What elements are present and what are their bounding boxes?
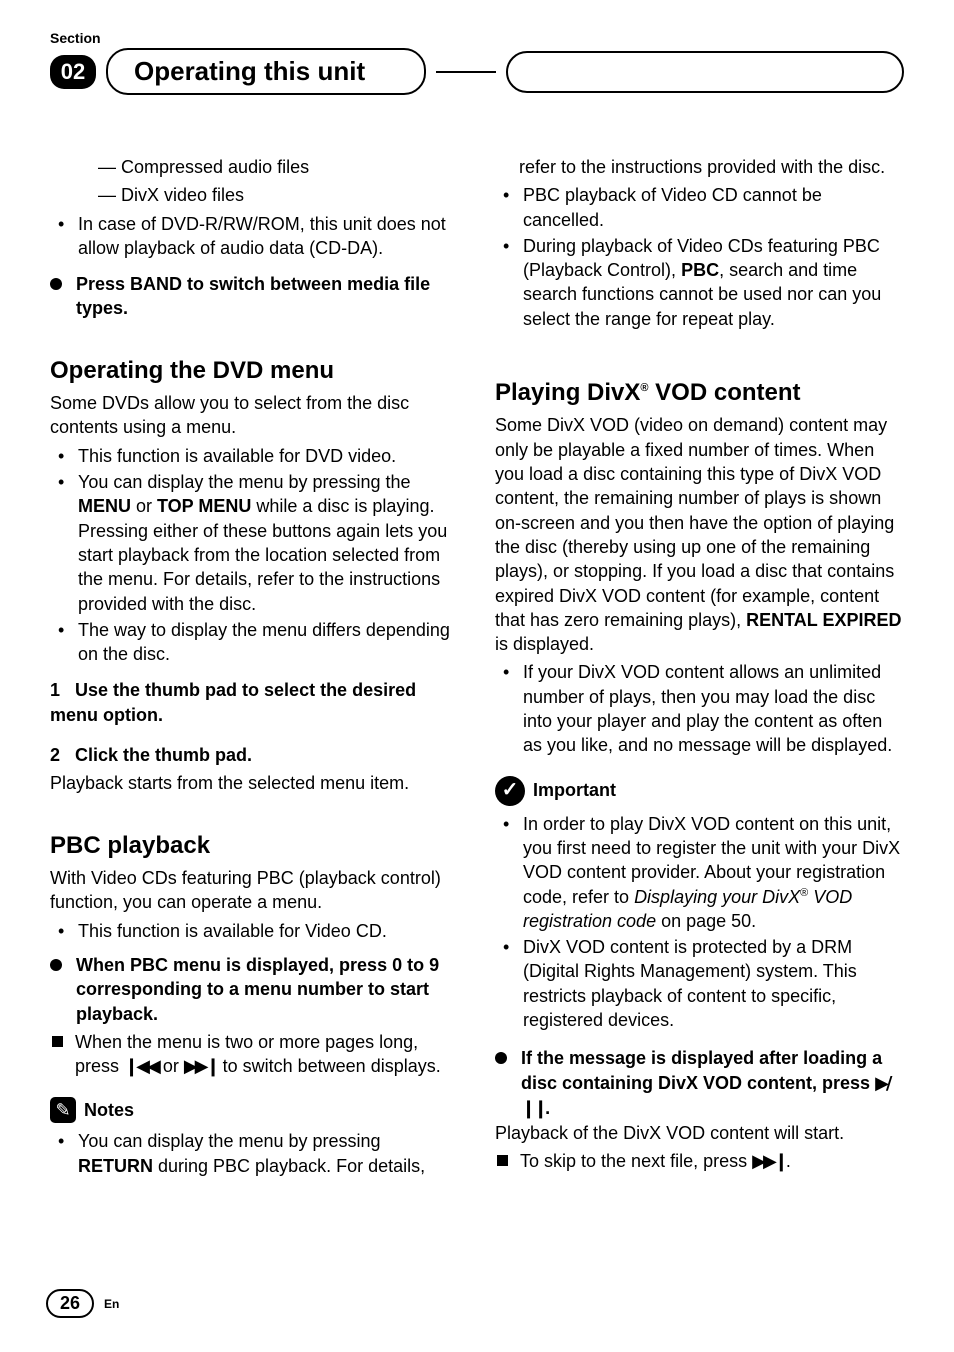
step-1: 1 Use the thumb pad to select the desire… bbox=[50, 678, 459, 727]
header-row: 02 Operating this unit bbox=[50, 48, 904, 95]
text: Playing DivX bbox=[495, 379, 640, 406]
important-header: ✓ Important bbox=[495, 776, 904, 806]
bullet-icon bbox=[50, 959, 62, 971]
step-2-after: Playback starts from the selected menu i… bbox=[50, 771, 459, 795]
text: Some DivX VOD (video on demand) content … bbox=[495, 415, 894, 629]
text: during PBC playback. For details, bbox=[153, 1156, 425, 1176]
section-number-badge: 02 bbox=[50, 55, 96, 89]
text: or bbox=[158, 1056, 184, 1076]
heading-dvd-menu: Operating the DVD menu bbox=[50, 355, 459, 387]
content-columns: — Compressed audio files — DivX video fi… bbox=[50, 155, 904, 1186]
text: to switch between displays. bbox=[218, 1056, 441, 1076]
text: is displayed. bbox=[495, 634, 594, 654]
step-text: Click the thumb pad. bbox=[75, 745, 252, 765]
text: You can display the menu by pressing bbox=[78, 1131, 381, 1151]
divx-bullets: If your DivX VOD content allows an unlim… bbox=[495, 660, 904, 757]
list-item: You can display the menu by pressing RET… bbox=[50, 1129, 459, 1178]
pbc-step: When PBC menu is displayed, press 0 to 9… bbox=[50, 953, 459, 1026]
left-column: — Compressed audio files — DivX video fi… bbox=[50, 155, 459, 1186]
list-item: This function is available for DVD video… bbox=[50, 444, 459, 468]
section-label: Section bbox=[50, 30, 904, 46]
notes-label: Notes bbox=[84, 1098, 134, 1122]
heading-pbc: PBC playback bbox=[50, 830, 459, 862]
bullet-icon bbox=[495, 1052, 507, 1064]
intro-line: — Compressed audio files bbox=[50, 155, 459, 179]
step-text: Use the thumb pad to select the desired … bbox=[50, 680, 416, 724]
intro-line: — DivX video files bbox=[50, 183, 459, 207]
next-track-icon: ▶▶❙ bbox=[184, 1056, 218, 1077]
list-item: If your DivX VOD content allows an unlim… bbox=[495, 660, 904, 757]
pbc-bullets: This function is available for Video CD. bbox=[50, 919, 459, 943]
list-item: The way to display the menu differs depe… bbox=[50, 618, 459, 667]
text: VOD content bbox=[649, 379, 801, 406]
empty-pill bbox=[506, 51, 904, 93]
page-header: Section 02 Operating this unit bbox=[50, 30, 904, 95]
text: Displaying your DivX bbox=[634, 887, 800, 907]
list-item: DivX VOD content is protected by a DRM (… bbox=[495, 935, 904, 1032]
dvd-intro: Some DVDs allow you to select from the d… bbox=[50, 391, 459, 440]
text: To skip to the next file, press bbox=[520, 1151, 752, 1171]
step-text: When PBC menu is displayed, press 0 to 9… bbox=[76, 953, 459, 1026]
list-item: During playback of Video CDs featuring P… bbox=[495, 234, 904, 331]
list-item: This function is available for Video CD. bbox=[50, 919, 459, 943]
important-label: Important bbox=[533, 778, 616, 802]
divider-line bbox=[436, 71, 496, 73]
list-item: In case of DVD-R/RW/ROM, this unit does … bbox=[50, 212, 459, 261]
dvd-bullets: This function is available for DVD video… bbox=[50, 444, 459, 667]
step-2: 2 Click the thumb pad. bbox=[50, 743, 459, 767]
notes-header: ✎ Notes bbox=[50, 1097, 459, 1123]
next-track-icon: ▶▶❙ bbox=[752, 1151, 786, 1172]
step-band: Press BAND to switch between media file … bbox=[50, 272, 459, 321]
prev-track-icon: ❙◀◀ bbox=[124, 1056, 158, 1077]
list-item: PBC playback of Video CD cannot be cance… bbox=[495, 183, 904, 232]
text: RETURN bbox=[78, 1156, 153, 1176]
step-num: 1 bbox=[50, 680, 60, 700]
step-text: If the message is displayed after loadin… bbox=[521, 1046, 904, 1121]
pbc-square-note: When the menu is two or more pages long,… bbox=[50, 1030, 459, 1080]
text: If the message is displayed after loadin… bbox=[521, 1048, 882, 1092]
step-text: Press BAND to switch between media file … bbox=[76, 272, 459, 321]
heading-divx: Playing DivX® VOD content bbox=[495, 377, 904, 409]
square-text: When the menu is two or more pages long,… bbox=[75, 1030, 459, 1080]
text: . bbox=[545, 1098, 550, 1118]
page-title: Operating this unit bbox=[106, 48, 426, 95]
list-item: You can display the menu by pressing the… bbox=[50, 470, 459, 616]
list-item: In order to play DivX VOD content on thi… bbox=[495, 812, 904, 933]
final-step: If the message is displayed after loadin… bbox=[495, 1046, 904, 1121]
right-bullets: PBC playback of Video CD cannot be cance… bbox=[495, 183, 904, 331]
step-num: 2 bbox=[50, 745, 60, 765]
page-number: 26 bbox=[46, 1289, 94, 1318]
final-square: To skip to the next file, press ▶▶❙. bbox=[495, 1149, 904, 1174]
text: . bbox=[786, 1151, 791, 1171]
right-column: refer to the instructions provided with … bbox=[495, 155, 904, 1186]
important-bullets: In order to play DivX VOD content on thi… bbox=[495, 812, 904, 1033]
notes-bullets: You can display the menu by pressing RET… bbox=[50, 1129, 459, 1178]
square-icon bbox=[497, 1155, 508, 1166]
text: RENTAL EXPIRED bbox=[746, 610, 901, 630]
text: on page 50. bbox=[656, 911, 756, 931]
pencil-icon: ✎ bbox=[50, 1097, 76, 1123]
reg-mark: ® bbox=[640, 382, 648, 394]
lang-code: En bbox=[104, 1297, 119, 1311]
page-footer: 26 En bbox=[46, 1289, 119, 1318]
square-text: To skip to the next file, press ▶▶❙. bbox=[520, 1149, 791, 1174]
divx-para: Some DivX VOD (video on demand) content … bbox=[495, 413, 904, 656]
cont-text: refer to the instructions provided with … bbox=[495, 155, 904, 179]
intro-bullets: In case of DVD-R/RW/ROM, this unit does … bbox=[50, 212, 459, 261]
important-icon: ✓ bbox=[495, 776, 525, 806]
square-icon bbox=[52, 1036, 63, 1047]
bullet-icon bbox=[50, 278, 62, 290]
pbc-intro: With Video CDs featuring PBC (playback c… bbox=[50, 866, 459, 915]
final-after: Playback of the DivX VOD content will st… bbox=[495, 1121, 904, 1145]
